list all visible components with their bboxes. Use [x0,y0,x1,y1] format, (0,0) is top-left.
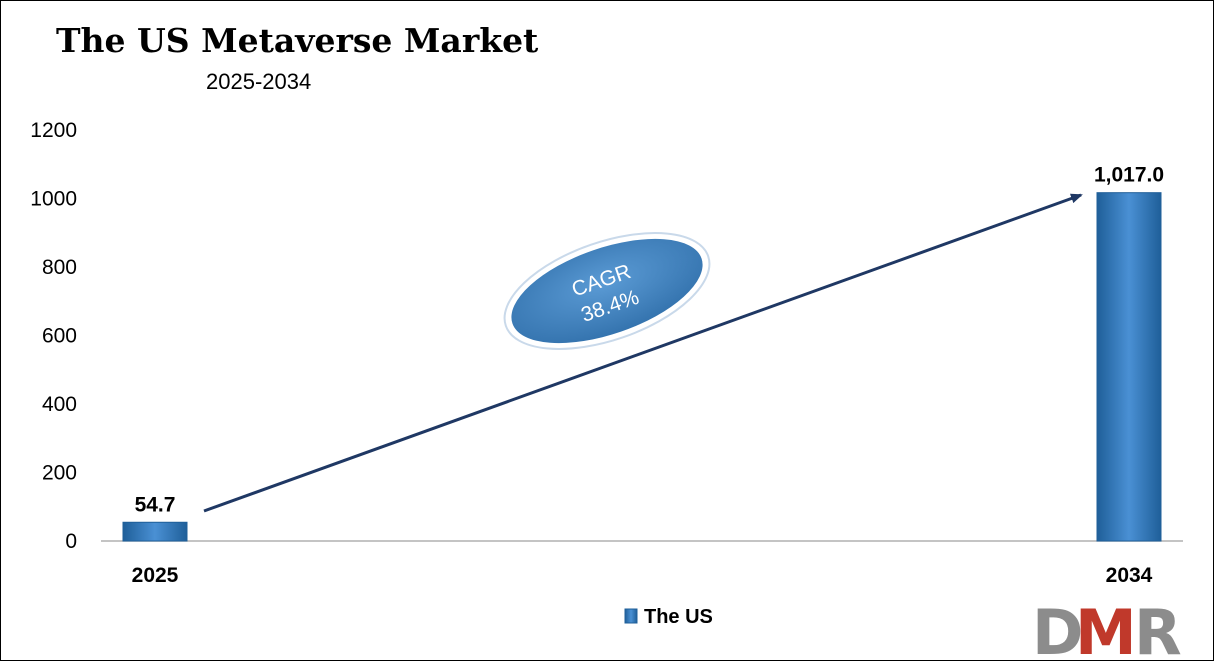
x-tick-label: 2034 [1106,564,1153,587]
y-tick-label: 800 [42,256,77,279]
dmr-logo: D M R [1032,596,1182,662]
y-tick-label: 400 [42,393,77,416]
logo-letter-r: R [1134,596,1182,662]
y-tick-label: 1200 [30,119,77,142]
chart-title: The US Metaverse Market [56,21,539,60]
y-tick-label: 600 [42,325,77,348]
data-label-2034: 1,017.0 [1094,164,1164,187]
cagr-badge: CAGR 38.4% [503,232,711,350]
legend-swatch [624,608,638,624]
legend-label: The US [644,606,713,628]
legend: The US [624,606,713,628]
growth-arrow [203,193,1083,513]
y-tick-label: 1000 [30,188,77,211]
cagr-badge-fill [511,238,703,344]
logo-letter-m: M [1075,596,1137,662]
x-axis: 2025 2034 [132,564,1153,587]
logo-letter-d: D [1032,596,1083,662]
bar-2034 [1096,192,1162,542]
x-tick-label: 2025 [132,564,179,587]
y-axis: 0 200 400 600 800 1000 1200 [30,119,77,553]
y-tick-label: 0 [65,530,77,553]
y-tick-label: 200 [42,462,77,485]
chart-subtitle: 2025-2034 [206,69,311,94]
bars-group: 54.7 1,017.0 [122,164,1164,542]
bar-2025 [122,521,188,542]
data-label-2025: 54.7 [135,493,176,516]
